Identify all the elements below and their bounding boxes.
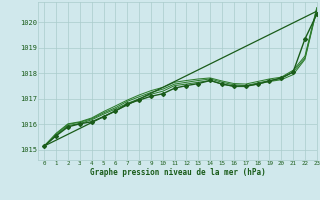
X-axis label: Graphe pression niveau de la mer (hPa): Graphe pression niveau de la mer (hPa) [90,168,266,177]
